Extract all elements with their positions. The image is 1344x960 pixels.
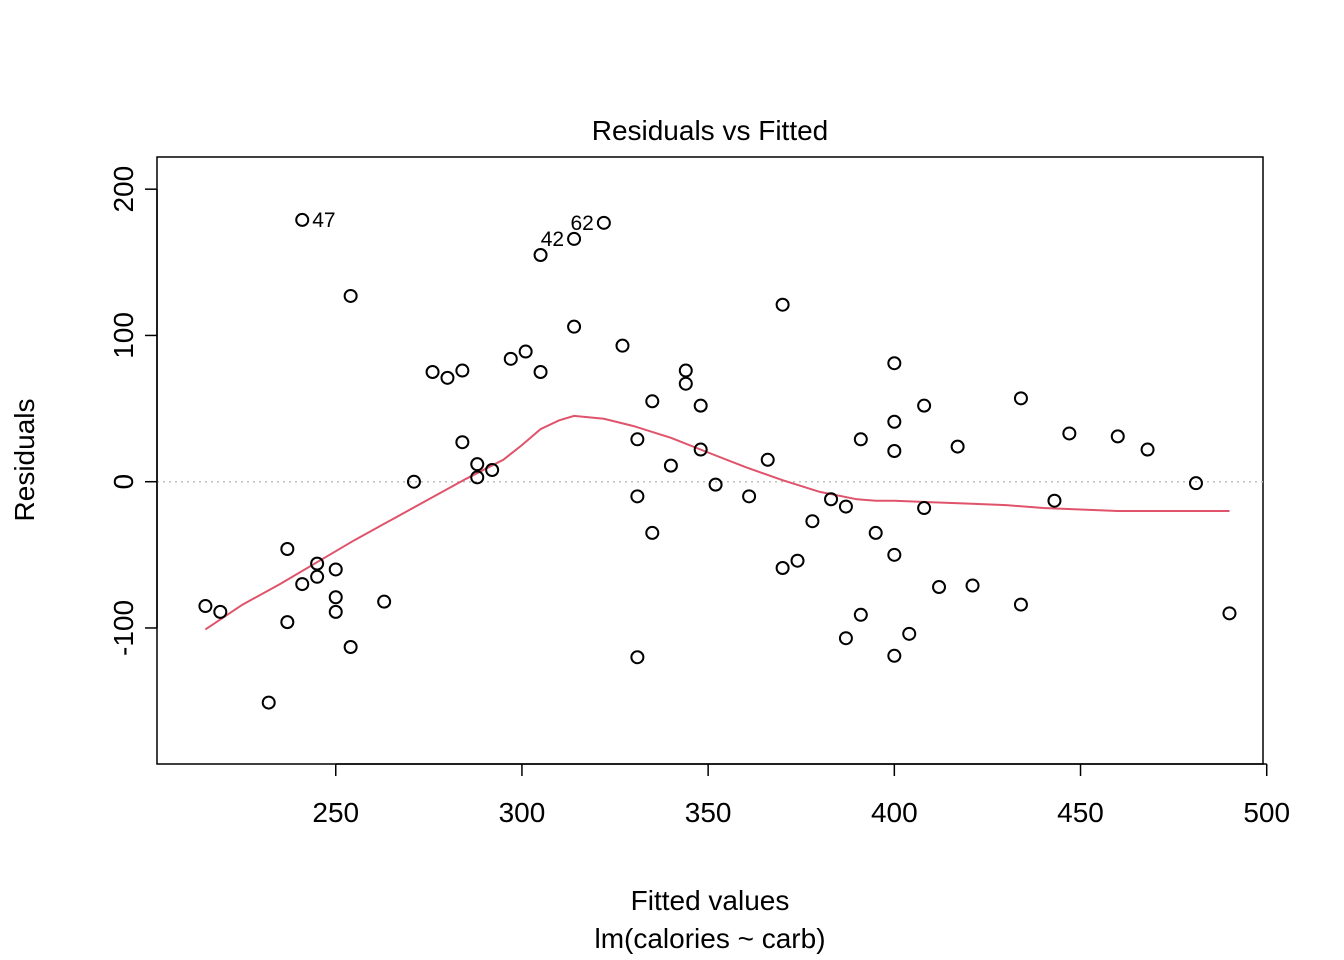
y-axis: -100 0 100 200 [108, 166, 158, 656]
x-tick-label: 450 [1057, 797, 1104, 828]
residual-point [1013, 597, 1028, 612]
residual-points [198, 212, 1237, 710]
residual-point [693, 442, 708, 457]
residual-point [295, 212, 310, 227]
residual-point [742, 489, 757, 504]
residual-point [853, 432, 868, 447]
residual-point [425, 365, 440, 380]
residual-point [1140, 442, 1155, 457]
residual-point [343, 639, 358, 654]
residual-point [838, 631, 853, 646]
residual-point [567, 231, 582, 246]
residual-point [838, 499, 853, 514]
x-axis: 250 300 350 400 450 500 [312, 763, 1290, 828]
residual-point [328, 562, 343, 577]
residual-point [663, 458, 678, 473]
y-tick-label: -100 [108, 600, 139, 656]
residual-point [455, 363, 470, 378]
residual-point [533, 365, 548, 380]
residual-point [503, 351, 518, 366]
residual-point [198, 599, 213, 614]
residual-point [1110, 429, 1125, 444]
residual-point [1062, 426, 1077, 441]
x-tick-label: 350 [685, 797, 732, 828]
residual-point [902, 626, 917, 641]
residual-point [280, 541, 295, 556]
residual-point [343, 288, 358, 303]
chart-title: Residuals vs Fitted [592, 115, 829, 146]
residual-point [887, 547, 902, 562]
residual-point [1188, 476, 1203, 491]
residual-point [645, 394, 660, 409]
residual-point [950, 439, 965, 454]
residual-point [485, 463, 500, 478]
residual-point [1047, 493, 1062, 508]
residual-point [261, 695, 276, 710]
residual-point [824, 492, 839, 507]
residual-point [1013, 391, 1028, 406]
residual-point [377, 594, 392, 609]
residual-point [887, 414, 902, 429]
residual-point [455, 435, 470, 450]
residual-point [678, 376, 693, 391]
x-tick-label: 400 [871, 797, 918, 828]
smooth-line-group [204, 414, 1230, 631]
y-axis-label: Residuals [9, 399, 40, 522]
residual-point [328, 604, 343, 619]
point-label: 62 [571, 212, 594, 235]
residual-point [213, 604, 228, 619]
residual-point [280, 615, 295, 630]
x-axis-sublabel: lm(calories ~ carb) [594, 923, 825, 954]
residual-point [533, 247, 548, 262]
residual-point [693, 398, 708, 413]
residual-point [518, 344, 533, 359]
point-label: 42 [541, 228, 564, 251]
y-tick-label: 100 [108, 312, 139, 359]
residual-point [805, 514, 820, 529]
residual-point [630, 432, 645, 447]
residual-point [887, 356, 902, 371]
residual-point [775, 297, 790, 312]
x-tick-label: 500 [1243, 797, 1290, 828]
x-tick-label: 250 [312, 797, 359, 828]
residual-point [917, 398, 932, 413]
residual-point [440, 370, 455, 385]
residual-point [630, 489, 645, 504]
residual-point [470, 457, 485, 472]
residual-point [708, 477, 723, 492]
residual-point [965, 578, 980, 593]
residual-point [615, 338, 630, 353]
x-axis-label: Fitted values [631, 885, 790, 916]
residual-point [887, 443, 902, 458]
residual-point [932, 580, 947, 595]
residual-point [328, 590, 343, 605]
y-tick-label: 200 [108, 166, 139, 213]
residual-point [596, 215, 611, 230]
residual-point [470, 470, 485, 485]
residual-point [853, 607, 868, 622]
residual-point [310, 569, 325, 584]
point-label: 47 [312, 209, 335, 232]
residual-point [678, 363, 693, 378]
point-labels: 47 62 42 [312, 209, 594, 251]
residual-point [645, 525, 660, 540]
residual-point [406, 474, 421, 489]
smooth-line [204, 414, 1230, 631]
y-tick-label: 0 [108, 474, 139, 490]
residual-point [790, 553, 805, 568]
x-tick-label: 300 [499, 797, 546, 828]
residual-point [1222, 606, 1237, 621]
residual-point [310, 556, 325, 571]
residual-point [567, 319, 582, 334]
residual-point [775, 561, 790, 576]
residual-point [917, 501, 932, 516]
residual-point [630, 650, 645, 665]
residual-point [887, 648, 902, 663]
residual-point [295, 577, 310, 592]
residual-point [868, 525, 883, 540]
residual-point [760, 452, 775, 467]
